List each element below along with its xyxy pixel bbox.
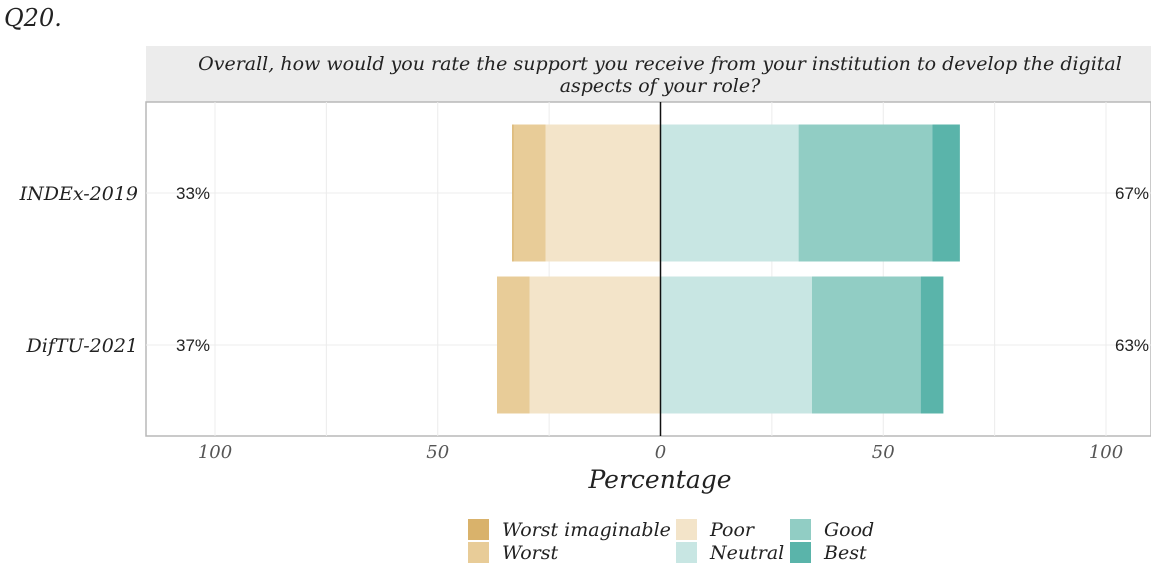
- x-tick-label: 50: [872, 442, 895, 463]
- bars: [497, 124, 960, 414]
- legend-label: Good: [824, 519, 874, 541]
- x-tick-labels: 100 50 0 50 100: [198, 442, 1123, 463]
- right-total-label: 63%: [1115, 336, 1149, 355]
- bar-segment: [811, 276, 921, 414]
- legend-swatch: [790, 519, 811, 540]
- left-total-label: 37%: [176, 336, 210, 355]
- right-total-label: 67%: [1115, 184, 1149, 203]
- side-totals: 33% 67% 37% 63%: [176, 184, 1149, 355]
- x-tick-label: 100: [198, 442, 232, 463]
- bar-segment: [529, 276, 661, 414]
- legend-swatch: [790, 542, 811, 563]
- category-label: INDEx-2019: [19, 183, 138, 205]
- legend-label: Worst: [502, 542, 559, 564]
- legend-label: Worst imaginable: [502, 519, 671, 541]
- legend-swatch: [468, 519, 489, 540]
- title-strip: [146, 46, 1151, 102]
- question-number: Q20.: [4, 4, 62, 32]
- bar-segment: [660, 276, 812, 414]
- x-tick-label: 100: [1089, 442, 1123, 463]
- bar-segment: [932, 124, 960, 262]
- left-total-label: 33%: [176, 184, 210, 203]
- legend-swatch: [468, 542, 489, 563]
- legend-label: Poor: [709, 519, 756, 541]
- bar-segment: [512, 124, 514, 262]
- chart-title-line-1: Overall, how would you rate the support …: [198, 53, 1122, 75]
- legend-label: Neutral: [709, 542, 784, 564]
- x-axis-label: Percentage: [587, 465, 731, 494]
- y-tick-labels: INDEx-2019 DifTU-2021: [19, 183, 138, 357]
- bar-segment: [497, 276, 530, 414]
- bar-segment: [920, 276, 944, 414]
- x-tick-label: 0: [655, 442, 666, 463]
- bar-segment: [798, 124, 933, 262]
- bar-segment: [545, 124, 661, 262]
- x-tick-label: 50: [426, 442, 449, 463]
- legend-swatch: [676, 519, 697, 540]
- bar-segment: [660, 124, 799, 262]
- legend-label: Best: [823, 542, 867, 564]
- bar-segment: [513, 124, 546, 262]
- category-label: DifTU-2021: [26, 335, 138, 357]
- legend-swatch: [676, 542, 697, 563]
- chart-title-line-2: aspects of your role?: [560, 75, 761, 97]
